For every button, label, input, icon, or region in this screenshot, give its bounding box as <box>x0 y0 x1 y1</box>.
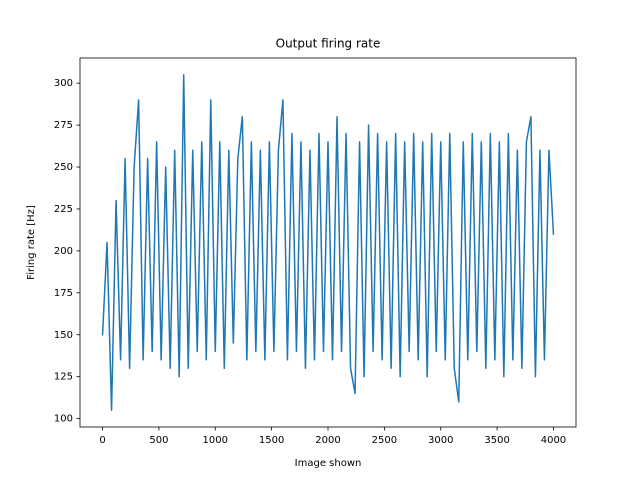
x-tick-label: 2000 <box>315 435 340 446</box>
y-tick-label: 200 <box>54 246 73 257</box>
y-axis-label: Firing rate [Hz] <box>26 205 37 280</box>
x-tick-label: 1000 <box>203 435 228 446</box>
x-tick-label: 1500 <box>259 435 284 446</box>
x-tick-label: 3500 <box>484 435 509 446</box>
x-tick-label: 4000 <box>541 435 566 446</box>
data-line <box>101 74 555 411</box>
y-tick-label: 225 <box>54 204 73 215</box>
x-tick-label: 2500 <box>372 435 397 446</box>
chart-title: Output firing rate <box>276 37 381 51</box>
y-tick-label: 175 <box>54 288 73 299</box>
y-tick-label: 275 <box>54 120 73 131</box>
y-tick-label: 150 <box>54 330 73 341</box>
x-tick-label: 500 <box>149 435 168 446</box>
x-tick-label: 0 <box>99 435 105 446</box>
plot-frame <box>79 57 577 428</box>
y-tick-label: 100 <box>54 414 73 425</box>
y-tick-label: 300 <box>54 78 73 89</box>
x-tick-label: 3000 <box>428 435 453 446</box>
x-axis-label: Image shown <box>295 458 362 469</box>
y-tick-label: 250 <box>54 162 73 173</box>
y-tick-label: 125 <box>54 372 73 383</box>
